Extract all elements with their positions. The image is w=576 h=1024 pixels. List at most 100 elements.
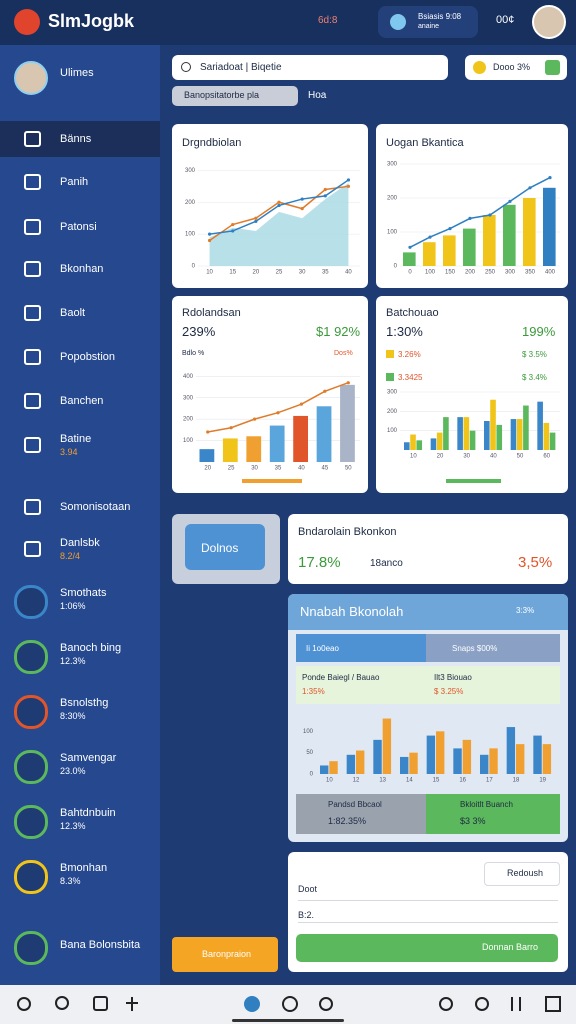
tile-value: $3 3% [460, 816, 486, 826]
chart: 0 100 200 300 10 15 20 25 30 35 40 [185, 168, 360, 276]
x-tick-label: 40 [490, 454, 497, 460]
nav-label[interactable]: Somonisotaan [60, 501, 131, 513]
nav-label[interactable]: Banoch bing [60, 642, 122, 654]
y-tick-label: 200 [387, 196, 398, 202]
point [229, 426, 233, 430]
nav-label[interactable]: Batine [60, 433, 92, 445]
button-text: Donnan Barro [482, 942, 539, 952]
row-label: Ilt3 Biouao [434, 673, 472, 682]
nav-icon [24, 349, 41, 365]
active-item [0, 121, 160, 157]
point [254, 219, 258, 223]
chart: 0 50 100 10 12 13 14 15 16 17 18 19 [303, 718, 556, 784]
bar [320, 765, 329, 774]
nav-label[interactable]: Danlsbk [60, 537, 100, 549]
logo [14, 9, 40, 35]
x-tick-label: 250 [485, 270, 496, 276]
nav-label[interactable]: Bsnolsthg [60, 697, 109, 709]
bar [523, 198, 536, 266]
point [323, 187, 327, 192]
form-search[interactable]: Redoush [484, 862, 560, 886]
nav-label[interactable]: Bkonhan [60, 263, 104, 275]
tab[interactable]: Snaps $00% [452, 644, 498, 653]
y-tick-label: 200 [185, 200, 196, 206]
y-tick-label: 300 [183, 395, 194, 401]
notification[interactable]: Bsiasis 9:08 anaine [378, 6, 478, 38]
x-tick-label: 10 [206, 270, 213, 276]
nav-icon [24, 437, 41, 453]
summary-right: 3,5% [518, 554, 553, 571]
bar [246, 436, 262, 462]
point [277, 200, 281, 204]
summary-middle: 18anco [370, 558, 403, 569]
nav-label[interactable]: Smothats [60, 587, 107, 599]
row-value: $ 3.25% [434, 687, 464, 696]
bar [400, 756, 409, 774]
nav-label[interactable]: Baolt [60, 307, 86, 319]
bar [489, 748, 498, 774]
y-tick-label: 300 [185, 168, 196, 174]
tile-label: Pandsd Bbcaol [328, 800, 382, 809]
action-button[interactable]: Baronpraion [172, 937, 278, 972]
tag: $ 3.5% [522, 350, 547, 359]
bar [463, 417, 470, 450]
x-tick-label: 30 [463, 454, 470, 460]
nav-value: 8:30% [60, 711, 86, 721]
submit-button[interactable]: Donnan Barro [296, 934, 558, 962]
nav-icon [24, 393, 41, 409]
point [346, 178, 351, 182]
nav-label[interactable]: Bänns [60, 133, 92, 145]
filter-chip[interactable]: Banopsitatorbe pla [172, 86, 298, 106]
y-tick-label: 100 [303, 729, 314, 735]
line [409, 176, 551, 248]
chart-card: Uogan Bkantica 0 100 200 300 0 100 150 200 250 30… [376, 124, 568, 288]
nav-icon [14, 750, 48, 784]
x-tick-label: 400 [545, 270, 556, 276]
card-title: Drgndbiolan [182, 137, 242, 149]
point [488, 213, 492, 217]
point [277, 203, 281, 208]
bar [443, 417, 449, 450]
row-label: Ponde Baiegl / Bauao [302, 673, 380, 682]
point [428, 235, 432, 239]
nav-label[interactable]: Popobstion [60, 351, 116, 363]
nav-label[interactable]: Bahtdnbuin [60, 807, 116, 819]
y-tick-label: 300 [387, 390, 398, 396]
summary-card: Bndarolain Bkonkon 17.8% 18anco 3,5% [288, 514, 568, 584]
x-tick-label: 20 [204, 466, 211, 472]
nav-label[interactable]: Bmonhan [60, 862, 108, 874]
app-title: SlmJogbk [48, 11, 135, 31]
chip-link[interactable]: Hoa [308, 90, 327, 101]
point [207, 238, 212, 243]
x-tick-label: 200 [465, 270, 476, 276]
bar [409, 752, 418, 774]
bar [516, 744, 525, 774]
avatar[interactable] [532, 5, 566, 39]
nav-label[interactable]: Banchen [60, 395, 104, 407]
nav-label[interactable]: Patonsi [60, 221, 97, 233]
nav-icon [24, 131, 41, 147]
bar [510, 419, 517, 450]
bar [484, 421, 490, 450]
point [207, 232, 212, 236]
card-title: Batchouao [386, 307, 439, 319]
bar [506, 727, 516, 774]
x-tick-label: 20 [437, 454, 444, 460]
nav-label[interactable]: Panih [60, 176, 89, 188]
y-tick-label: 400 [183, 374, 194, 380]
point [323, 194, 327, 198]
search-bar[interactable]: Sariadoat | Biqetie [172, 55, 448, 80]
point [206, 430, 210, 434]
nav-icon [14, 860, 48, 894]
bar [222, 438, 238, 462]
x-tick-label: 35 [275, 466, 282, 472]
nav-label[interactable]: Samvengar [60, 752, 117, 764]
x-tick-label: 30 [251, 466, 258, 472]
tab[interactable]: Ii 1o0eao [306, 644, 339, 653]
action-text: Baronpraion [202, 949, 252, 959]
button-text: Dolnos [201, 541, 239, 555]
badge[interactable]: Dooo 3% [465, 55, 567, 80]
panel-button[interactable]: Dolnos [185, 524, 265, 570]
nav-label[interactable]: Bana Bolonsbita [60, 939, 141, 951]
nav-icon [14, 640, 48, 674]
